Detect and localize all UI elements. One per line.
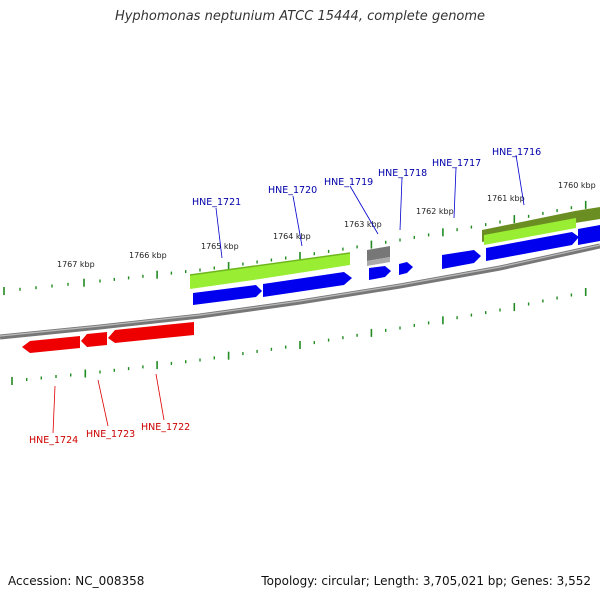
gene-feature-edge: [189, 252, 351, 276]
ruler-label-1762: 1762 kbp: [416, 207, 454, 216]
ruler-label-1766: 1766 kbp: [129, 251, 167, 260]
leader-line-hne1720: [292, 195, 303, 247]
leader-line-hne1722: [155, 373, 165, 421]
cds-arrow-hne1719[interactable]: [369, 266, 391, 280]
ruler-label-1761: 1761 kbp: [487, 194, 525, 203]
gene-label-hne1724[interactable]: HNE_1724: [29, 435, 78, 446]
reverse-gene-labels: HNE_1722 HNE_1723 HNE_1724: [29, 373, 190, 446]
gene-label-hne1721[interactable]: HNE_1721: [192, 197, 241, 208]
forward-gene-labels: HNE_1716 HNE_1717 HNE_1718 HNE_1719 HNE_…: [192, 147, 541, 259]
upper-tick-ruler: [3, 200, 587, 295]
gene-feature-hne1717-light[interactable]: [484, 218, 576, 245]
misc-feature[interactable]: [367, 246, 390, 266]
ruler-label-1767: 1767 kbp: [57, 260, 95, 269]
leader-line-hne1723: [97, 379, 109, 427]
gene-label-hne1719[interactable]: HNE_1719: [324, 177, 373, 188]
genome-backbone-highlight: [0, 244, 600, 337]
leader-line-hne1721: [215, 207, 223, 259]
ruler-label-1760: 1760 kbp: [558, 181, 596, 190]
cds-arrow-hne1722[interactable]: [108, 322, 194, 343]
cds-arrow-hne1718[interactable]: [442, 250, 481, 269]
genome-backbone: [0, 243, 600, 340]
gene-label-hne1723[interactable]: HNE_1723: [86, 429, 135, 440]
cds-arrow-hne1717[interactable]: [486, 232, 579, 261]
gene-feature-hne1720-light[interactable]: [260, 253, 350, 279]
cds-arrow-hne1719-b[interactable]: [399, 262, 413, 275]
gene-features-forward: [189, 207, 600, 289]
genome-summary: Topology: circular; Length: 3,705,021 bp…: [261, 574, 591, 588]
leader-line-hne1717: [453, 167, 457, 219]
cds-arrow-hne1724[interactable]: [22, 336, 80, 353]
accession-label: Accession: NC_008358: [8, 574, 145, 588]
gene-label-hne1718[interactable]: HNE_1718: [378, 168, 427, 179]
leader-line-hne1716: [515, 154, 525, 206]
ruler-label-1763: 1763 kbp: [344, 220, 382, 229]
cds-arrow-hne1716[interactable]: [578, 225, 600, 245]
cds-reverse: [22, 322, 194, 353]
map-title: Hyphomonas neptunium ATCC 15444, complet…: [114, 9, 486, 24]
ruler-label-1764: 1764 kbp: [273, 232, 311, 241]
leader-line-hne1718: [399, 177, 403, 231]
cds-forward: [193, 225, 600, 305]
leader-line-hne1724: [52, 385, 56, 434]
gene-label-hne1717[interactable]: HNE_1717: [432, 158, 481, 169]
ruler-label-1765: 1765 kbp: [201, 242, 239, 251]
gene-label-hne1716[interactable]: HNE_1716: [492, 147, 541, 158]
gene-feature-hne1721-light[interactable]: [190, 266, 260, 289]
cds-arrow-hne1721[interactable]: [193, 285, 262, 305]
lower-tick-ruler: [11, 288, 587, 385]
gene-label-hne1720[interactable]: HNE_1720: [268, 185, 317, 196]
cds-arrow-hne1723[interactable]: [81, 332, 107, 347]
gene-label-hne1722[interactable]: HNE_1722: [141, 422, 190, 433]
leader-line-hne1719: [349, 185, 379, 235]
cds-arrow-hne1720[interactable]: [263, 272, 352, 297]
